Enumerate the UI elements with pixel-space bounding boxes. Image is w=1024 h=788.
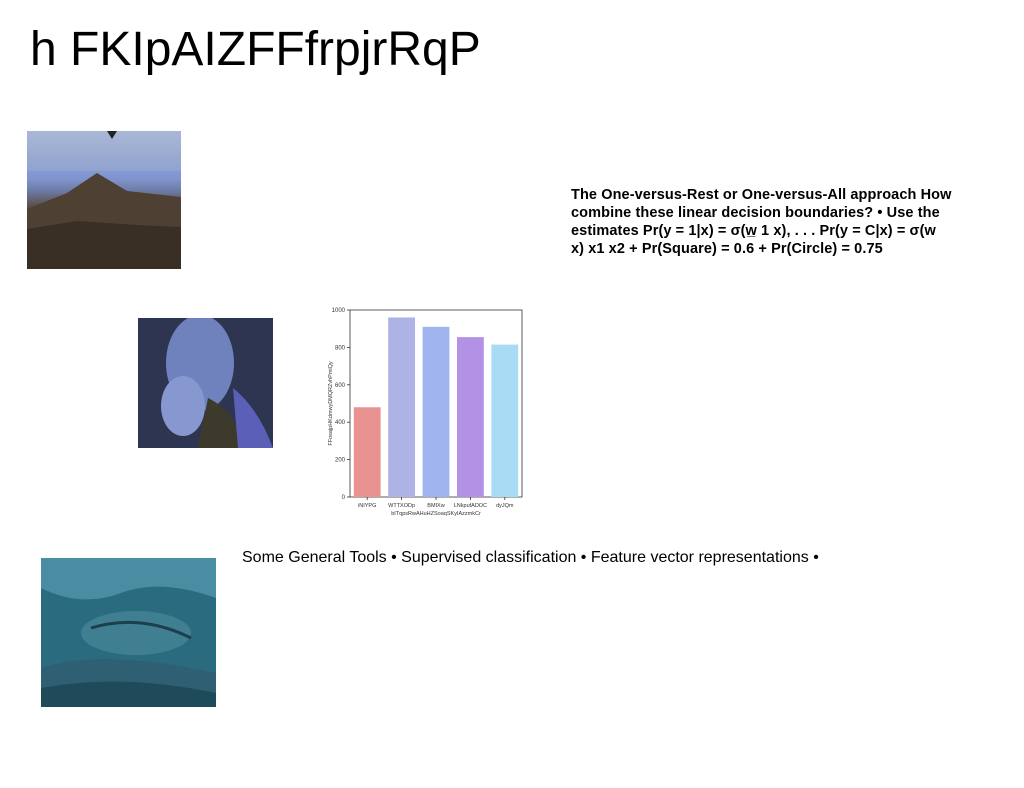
y-tick-label: 600: [335, 383, 346, 389]
x-tick-label: WTTXODp: [388, 503, 415, 509]
x-axis-label: bITqpsRwAHuHZSoaqSKyIAzzmkCr: [391, 511, 481, 517]
bar-chart: 0 200 400 600 800 1000 iNIYPG WTTXODp BMIXw LNkpu…: [328, 308, 523, 517]
y-axis-label: FFosajpHKdmwyDMQRZvhPmiQy: [328, 361, 334, 446]
mountain-landscape-image: [27, 131, 181, 269]
y-tick-label: 400: [335, 420, 346, 426]
bar: [456, 337, 484, 497]
one-vs-rest-paragraph: The One-versus-Rest or One-versus-All ap…: [571, 186, 1019, 258]
paragraph-line: combine these linear decision boundaries…: [571, 205, 940, 221]
y-tick-label: 1000: [332, 308, 346, 314]
y-tick-label: 200: [335, 458, 346, 464]
cave-illustration-image: [41, 558, 216, 707]
portrait-image: [138, 318, 273, 448]
paragraph-line: x) x1 x2 + Pr(Square) = 0.6 + Pr(Circle)…: [571, 241, 883, 257]
paragraph-line: estimates Pr(y = 1|x) = σ(w̲ 1 x), . . .…: [571, 223, 936, 239]
bar: [491, 344, 519, 497]
x-tick-label: dyJQm: [496, 503, 514, 509]
bar: [353, 407, 381, 497]
slide-title: h FKIpAIZFFfrpjrRqP: [30, 23, 481, 76]
y-tick-label: 0: [342, 495, 346, 501]
paragraph-line: The One-versus-Rest or One-versus-All ap…: [571, 187, 952, 203]
bar: [388, 317, 416, 497]
x-tick-label: iNIYPG: [358, 503, 376, 509]
x-tick-label: BMIXw: [427, 503, 444, 509]
tools-text: Some General Tools • Supervised classifi…: [242, 549, 819, 566]
x-tick-label: LNkpufADOC: [454, 503, 487, 509]
y-tick-label: 800: [335, 345, 346, 351]
bar: [422, 326, 450, 497]
